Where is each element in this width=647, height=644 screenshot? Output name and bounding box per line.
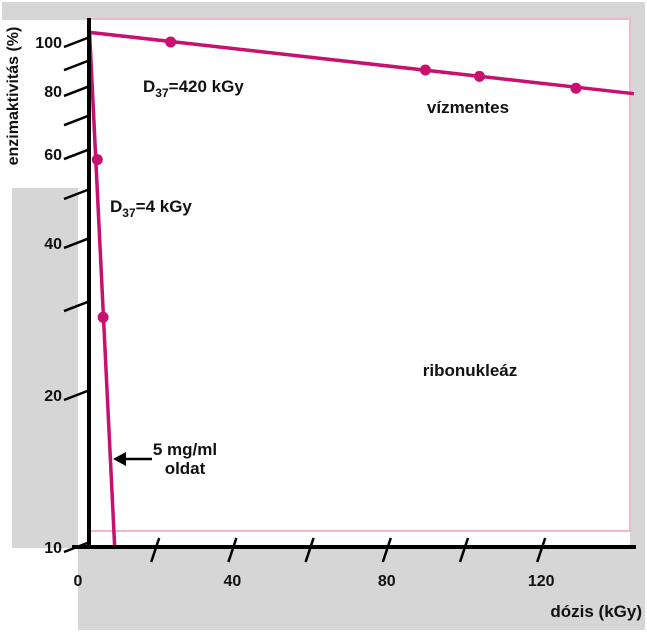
d37-solution-label: D37=4 kGy [110,197,192,220]
y-tick-label-80: 80 [44,84,62,101]
x-tick-80 [381,537,392,563]
x-tick-20 [150,537,161,563]
y-tick-70 [63,114,91,127]
x-tick-label-120: 120 [528,573,555,590]
x-tick-120 [536,537,547,563]
d37-dry-base: D [143,77,155,96]
x-axis-title: dózis (kGy) [550,602,642,621]
x-tick-label-0: 0 [74,573,83,590]
y-tick-80 [63,84,91,98]
d37-dry-subscript: 37 [155,86,169,100]
y-tick-20 [63,388,91,402]
plot-area [88,18,631,532]
solution-label-line1: 5 mg/ml [153,440,217,459]
y-tick-label-60: 60 [44,147,62,164]
data-point-dry-4 [570,82,582,94]
d37-dry-value: =420 kGy [169,77,245,96]
y-tick-90 [63,58,91,72]
data-point-dry-1 [165,36,177,48]
y-tick-label-40: 40 [44,236,62,253]
d37-sol-base: D [110,197,122,216]
dry-series-label: vízmentes [427,98,509,117]
d37-dry-label: D37=420 kGy [143,77,244,100]
y-tick-100 [63,35,91,49]
d37-sol-subscript: 37 [122,206,136,220]
series-layer [87,30,635,548]
enzyme-label: ribonukleáz [423,361,517,380]
x-tick-100 [458,537,470,563]
axis-ticks [63,35,547,563]
data-point-dry-2 [419,64,431,76]
y-tick-30 [63,299,91,313]
y-axis-title: enzimaktivitás (%) [5,27,22,166]
d37-sol-value: =4 kGy [136,197,193,216]
y-tick-40 [63,236,91,250]
bottom-shadow-band [78,548,645,630]
solution-arrow-head [113,452,126,466]
y-tick-60 [63,147,91,161]
series-line-solution [87,32,117,548]
x-tick-label-80: 80 [378,573,396,590]
right-shadow-band [630,2,645,630]
y-tick-label-100: 100 [35,35,62,52]
y-tick-50 [63,187,91,201]
x-tick-60 [304,537,315,563]
data-point-solution-2 [97,311,109,323]
data-point-dry-3 [473,70,485,82]
data-point-solution-1 [91,154,103,166]
y-tick-label-20: 20 [44,388,62,405]
x-tick-label-40: 40 [224,573,242,590]
x-tick-40 [227,537,238,563]
top-shadow-band [2,2,645,20]
y-tick-label-10: 10 [44,540,62,557]
series-line-dry [89,30,635,96]
solution-label-line2: oldat [165,459,206,478]
